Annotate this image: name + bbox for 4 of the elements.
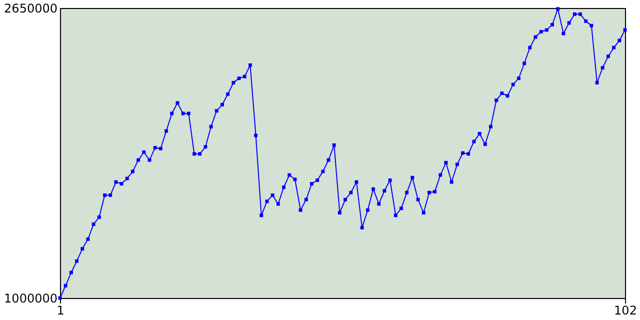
x-tick-label: 1 xyxy=(56,304,64,318)
x-tick-label: 102 xyxy=(614,304,637,318)
y-tick-label: 1000000 xyxy=(4,292,58,306)
y-tick-label: 2650000 xyxy=(4,2,58,16)
